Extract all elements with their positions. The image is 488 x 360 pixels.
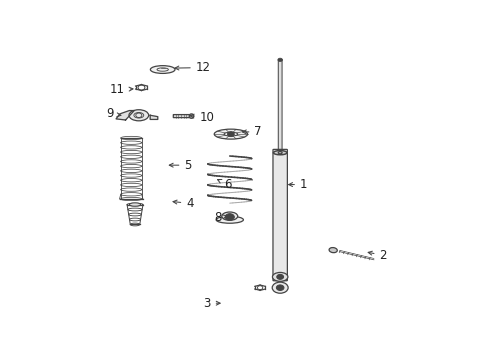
FancyBboxPatch shape — [173, 114, 189, 118]
Text: 4: 4 — [173, 197, 193, 210]
Ellipse shape — [189, 114, 193, 118]
Text: 2: 2 — [367, 249, 386, 262]
Polygon shape — [116, 111, 134, 120]
Polygon shape — [150, 115, 158, 120]
Ellipse shape — [214, 129, 247, 139]
Circle shape — [277, 58, 282, 62]
Circle shape — [276, 274, 283, 279]
Ellipse shape — [150, 66, 175, 73]
Text: 7: 7 — [242, 125, 262, 138]
Text: 12: 12 — [175, 61, 210, 74]
Ellipse shape — [272, 273, 287, 281]
Text: 1: 1 — [288, 178, 307, 191]
Ellipse shape — [272, 282, 287, 293]
Circle shape — [225, 214, 234, 220]
Circle shape — [276, 285, 284, 291]
Text: 8: 8 — [214, 211, 227, 224]
Text: 10: 10 — [190, 111, 214, 124]
Text: 11: 11 — [109, 83, 133, 96]
Ellipse shape — [129, 110, 148, 121]
Text: 9: 9 — [106, 107, 121, 120]
Text: 3: 3 — [203, 297, 220, 310]
FancyBboxPatch shape — [278, 59, 282, 154]
Text: 5: 5 — [169, 159, 191, 172]
Ellipse shape — [278, 152, 282, 154]
Ellipse shape — [216, 216, 243, 223]
FancyBboxPatch shape — [272, 149, 287, 281]
Ellipse shape — [273, 150, 286, 155]
Ellipse shape — [129, 203, 141, 206]
Text: 6: 6 — [217, 178, 231, 191]
Ellipse shape — [222, 212, 237, 220]
Ellipse shape — [328, 248, 337, 253]
Circle shape — [227, 132, 234, 136]
